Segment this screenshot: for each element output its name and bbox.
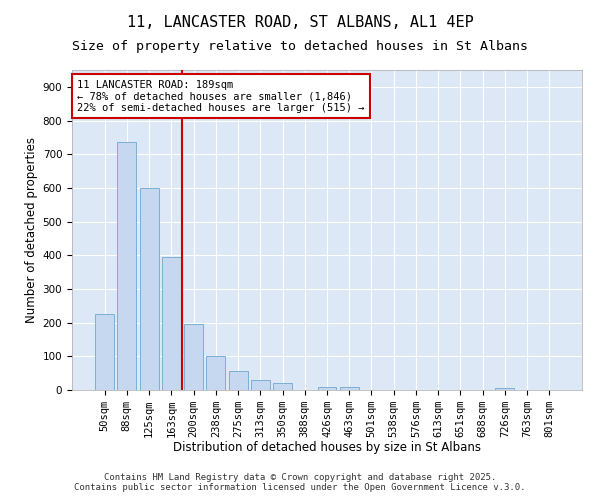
Bar bbox=[140, 188, 158, 390]
Y-axis label: Number of detached properties: Number of detached properties bbox=[25, 137, 38, 323]
Bar bbox=[162, 257, 181, 390]
Bar bbox=[340, 386, 359, 390]
Bar bbox=[317, 386, 337, 390]
Bar bbox=[496, 388, 514, 390]
Text: Contains HM Land Registry data © Crown copyright and database right 2025.
Contai: Contains HM Land Registry data © Crown c… bbox=[74, 473, 526, 492]
Text: Size of property relative to detached houses in St Albans: Size of property relative to detached ho… bbox=[72, 40, 528, 53]
Text: 11, LANCASTER ROAD, ST ALBANS, AL1 4EP: 11, LANCASTER ROAD, ST ALBANS, AL1 4EP bbox=[127, 15, 473, 30]
Bar bbox=[118, 142, 136, 390]
Bar bbox=[251, 380, 270, 390]
Bar bbox=[184, 324, 203, 390]
Bar bbox=[273, 384, 292, 390]
Bar bbox=[206, 356, 225, 390]
Bar bbox=[229, 372, 248, 390]
X-axis label: Distribution of detached houses by size in St Albans: Distribution of detached houses by size … bbox=[173, 442, 481, 454]
Text: 11 LANCASTER ROAD: 189sqm
← 78% of detached houses are smaller (1,846)
22% of se: 11 LANCASTER ROAD: 189sqm ← 78% of detac… bbox=[77, 80, 365, 113]
Bar bbox=[95, 314, 114, 390]
